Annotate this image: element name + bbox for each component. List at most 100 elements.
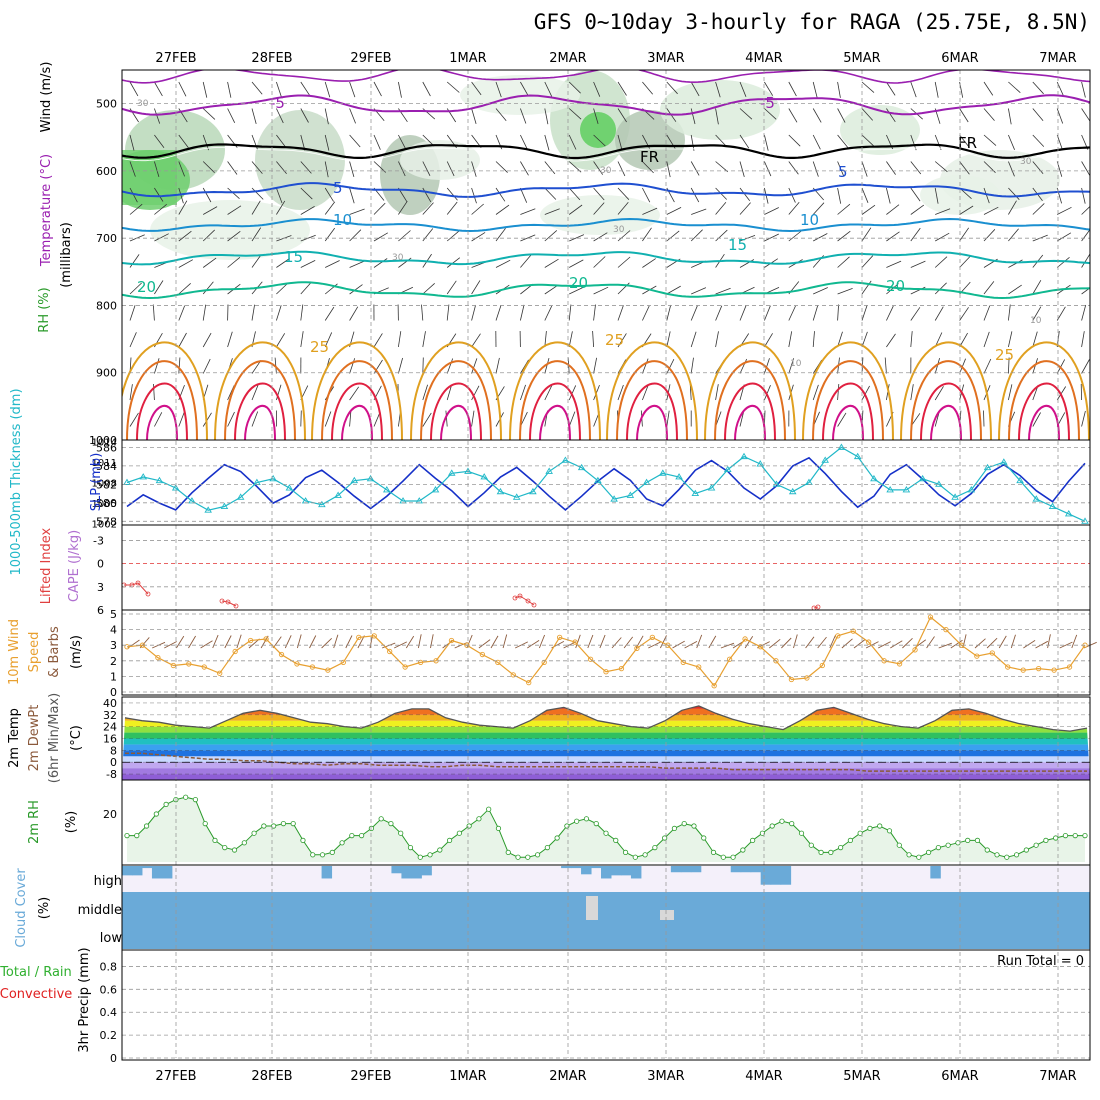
wind10-barb — [164, 641, 177, 649]
rh2m-point — [945, 842, 951, 848]
wind-barb — [739, 108, 753, 120]
wind-barb — [642, 227, 652, 242]
date-label-bottom: 7MAR — [1039, 1069, 1076, 1084]
wind10-barb — [236, 634, 242, 649]
wind-barb — [349, 386, 360, 401]
wind-barb — [373, 232, 389, 242]
cloud-high-bar — [151, 866, 163, 879]
rh2m-point — [935, 844, 941, 851]
wind10-barb — [357, 635, 365, 649]
wind10-barb — [1047, 634, 1051, 649]
wind-barb — [983, 187, 990, 204]
wind-barb — [837, 256, 850, 268]
wind-barb — [202, 281, 214, 295]
wind-barb — [471, 187, 477, 204]
isotherm-plume — [126, 360, 198, 440]
temp-tick: 40 — [103, 697, 117, 710]
contour-label: 10 — [333, 211, 352, 229]
rh2m-point — [202, 820, 208, 827]
wind-barb — [202, 187, 212, 203]
wind-barb — [886, 187, 891, 204]
wind-barb — [1008, 161, 1015, 177]
rh2m-point — [632, 854, 638, 860]
wind-barb — [886, 231, 900, 242]
wind-barb — [129, 282, 142, 295]
wind-barb — [398, 161, 406, 177]
wind-barb — [690, 187, 700, 203]
thickness-point — [659, 469, 667, 476]
rh2m-point — [1053, 835, 1059, 841]
wind-barb — [398, 81, 402, 98]
wind10-barb — [309, 635, 317, 649]
wind-barb — [276, 282, 289, 295]
wind-speed-point — [618, 665, 625, 672]
wind-barb — [276, 305, 282, 321]
wind-barb — [983, 229, 996, 242]
cs-wind-label: Wind (m/s) — [39, 62, 54, 133]
cloud-high-bar — [131, 866, 143, 876]
cloud-unit: (%) — [37, 897, 52, 920]
temp-band — [122, 768, 1090, 775]
wind-barb — [788, 161, 799, 175]
cs-rh-label: RH (%) — [37, 287, 52, 332]
wind-barb — [1008, 200, 1017, 215]
wind-barb — [934, 81, 939, 98]
wind-barb — [300, 108, 309, 123]
rh2m-point — [427, 852, 433, 858]
thickness-point — [626, 491, 635, 498]
wind-barb — [739, 134, 750, 149]
precip-label-c: 3hr Precip (mm) — [77, 947, 92, 1052]
wind10-barb — [890, 640, 903, 649]
wind-barb — [251, 108, 257, 125]
wind-barb — [203, 206, 218, 215]
wind-barb — [861, 81, 875, 93]
wind-barb — [886, 260, 902, 268]
wind-barb — [812, 331, 815, 348]
wind-barb — [202, 108, 216, 120]
wind-barb — [324, 108, 329, 125]
wind-barb — [666, 331, 671, 348]
rh2m-point — [495, 825, 502, 832]
isotherm-plume — [146, 404, 178, 440]
wind-barb — [910, 307, 921, 321]
wind10-barb — [829, 635, 836, 649]
contour-label: 20 — [137, 278, 156, 296]
cs-y-tick: 500 — [96, 98, 117, 111]
wind-barb — [373, 81, 382, 97]
lifted-index-point — [815, 604, 821, 610]
wind-speed-point — [417, 659, 424, 666]
wind-barb — [251, 304, 255, 321]
wind-barb — [666, 410, 670, 427]
wind-barb — [812, 81, 818, 98]
cloud-high-bar — [411, 866, 422, 879]
rh2m-point — [329, 849, 335, 856]
rh-shade-2 — [255, 110, 345, 210]
wind-barb — [471, 333, 481, 348]
wind10-label-c: & Barbs — [47, 626, 62, 678]
wind10-barb — [877, 641, 891, 649]
rh2m-point — [1043, 837, 1049, 844]
wind10-barb — [587, 634, 594, 649]
temp-band — [122, 762, 1090, 769]
wind-barb — [251, 187, 264, 200]
precip-label-a: Total / Rain — [0, 965, 72, 980]
wind-barb — [593, 81, 601, 97]
wind-barb — [349, 134, 361, 148]
wind-barb — [300, 281, 312, 295]
wind-barb — [788, 134, 801, 147]
rh-shade-14 — [400, 140, 480, 180]
rh2m-point — [212, 837, 218, 844]
wind-barb — [471, 108, 477, 125]
rh2m-point — [847, 837, 853, 844]
wind-barb — [861, 134, 874, 147]
wind-barb — [983, 358, 992, 374]
thickness-point — [951, 493, 959, 500]
wind-barb — [154, 134, 165, 149]
wind-speed-point — [510, 672, 516, 678]
wind-barb — [1056, 134, 1063, 151]
wind-barb — [324, 201, 336, 215]
wind-barb — [227, 411, 235, 427]
wind10-barb — [781, 637, 792, 649]
wind-barb — [934, 256, 948, 268]
contour-label: 25 — [995, 346, 1014, 364]
